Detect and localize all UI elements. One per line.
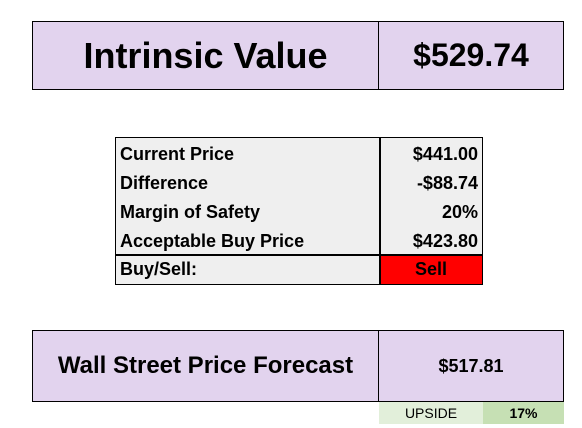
table-column-divider	[379, 138, 381, 284]
wall-street-forecast-label: Wall Street Price Forecast	[32, 330, 379, 402]
wall-street-forecast-value: $517.81	[378, 330, 564, 402]
difference-value: -$88.74	[416, 173, 478, 193]
metrics-row-acceptable-buy-price: Acceptable Buy Price $423.80	[116, 227, 482, 256]
metrics-row-current-price: Current Price $441.00	[116, 140, 482, 169]
metrics-row-difference: Difference -$88.74	[116, 169, 482, 198]
buy-sell-signal-text: Sell	[414, 259, 448, 279]
intrinsic-value-amount: $529.74	[378, 21, 564, 90]
intrinsic-value-amount-text: $529.74	[413, 37, 529, 73]
wall-street-forecast-value-text: $517.81	[438, 355, 504, 376]
table-row-divider	[116, 254, 482, 256]
intrinsic-value-label-text: Intrinsic Value	[83, 34, 328, 76]
buy-sell-signal-cell: Sell	[380, 255, 482, 284]
acceptable-buy-price-value: $423.80	[412, 231, 478, 251]
margin-of-safety-label: Margin of Safety	[120, 202, 261, 222]
upside-value-cell: 17%	[483, 402, 564, 424]
valuation-metrics-table: Current Price $441.00 Difference -$88.74…	[115, 137, 483, 285]
wall-street-forecast-label-text: Wall Street Price Forecast	[57, 352, 354, 379]
difference-label: Difference	[120, 173, 209, 193]
current-price-label: Current Price	[120, 144, 235, 164]
intrinsic-value-label: Intrinsic Value	[32, 21, 379, 90]
upside-label-cell: UPSIDE	[379, 402, 483, 424]
metrics-row-margin-of-safety: Margin of Safety 20%	[116, 198, 482, 227]
current-price-value: $441.00	[412, 144, 478, 164]
acceptable-buy-price-label: Acceptable Buy Price	[120, 231, 305, 251]
margin-of-safety-value: 20%	[441, 202, 478, 222]
metrics-row-buy-sell: Buy/Sell:	[116, 255, 482, 284]
upside-value-text: 17%	[509, 405, 538, 421]
upside-label-text: UPSIDE	[404, 405, 458, 421]
buy-sell-label: Buy/Sell:	[120, 259, 198, 279]
